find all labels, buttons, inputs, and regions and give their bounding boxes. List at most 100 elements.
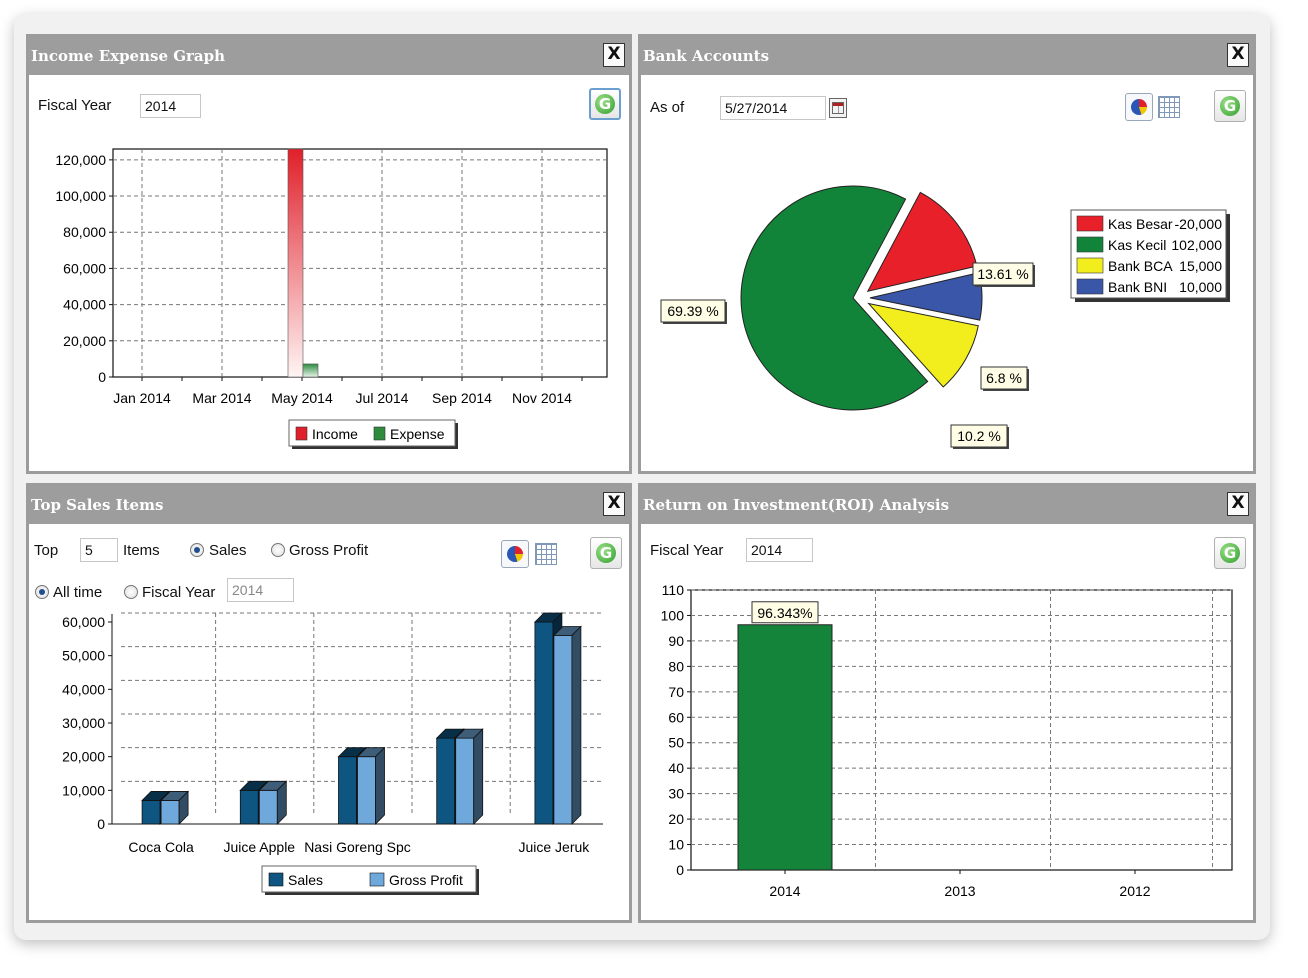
refresh-icon: G (595, 94, 615, 114)
y-tick-label: 40,000 (62, 681, 105, 697)
data-label: 69.39 % (667, 303, 718, 319)
legend-label: Kas Besar (1108, 216, 1173, 232)
gross-profit-bar-front (258, 789, 278, 825)
y-tick-label: 0 (676, 862, 684, 878)
data-label: 10.2 % (957, 428, 1001, 444)
top-count-input[interactable]: 5 (80, 538, 118, 562)
gross-profit-bar-front (357, 756, 376, 825)
x-tick-label: Sep 2014 (432, 390, 492, 406)
y-tick-label: 10,000 (62, 782, 105, 798)
fiscal-year-label[interactable]: Fiscal Year (142, 584, 216, 601)
close-icon[interactable]: X (1227, 492, 1249, 516)
x-tick-label: Juice Jeruk (518, 839, 590, 855)
y-tick-label: 90 (668, 633, 684, 649)
x-tick-label: May 2014 (271, 390, 333, 406)
x-tick-label: Mar 2014 (192, 390, 251, 406)
legend-swatch (1076, 236, 1104, 253)
roi-panel: Return on Investment(ROI) Analysis X Fis… (638, 483, 1256, 923)
pie-chart-icon (1131, 99, 1147, 115)
gross-profit-radio[interactable] (271, 543, 285, 557)
close-icon[interactable]: X (603, 492, 625, 516)
all-time-label[interactable]: All time (53, 584, 103, 601)
legend-swatch-income (295, 426, 308, 441)
data-label-box (950, 424, 1008, 448)
gross-profit-radio-label[interactable]: Gross Profit (289, 542, 369, 559)
roi-chart: 0 10 20 30 40 50 60 70 80 90 100 110 2014 2013 2012 96.… (661, 582, 1233, 899)
sales-radio-label[interactable]: Sales (209, 542, 247, 559)
sales-bar-front (141, 800, 161, 825)
legend-label-sales: Sales (288, 872, 323, 888)
refresh-button[interactable]: G (590, 537, 622, 569)
table-grid-icon[interactable] (535, 543, 557, 565)
top-label: Top (34, 542, 59, 559)
panel-title: Bank Accounts (641, 37, 1253, 75)
x-tick-label: Jul 2014 (356, 390, 409, 406)
gross-profit-bar-front (160, 800, 180, 825)
legend-amount: 10,000 (1179, 279, 1222, 295)
legend-amount: 15,000 (1179, 258, 1222, 274)
gross-profit-bar-side (276, 780, 287, 825)
x-tick-label: Coca Cola (128, 839, 194, 855)
y-tick-label: 70 (668, 684, 684, 700)
legend (288, 419, 456, 447)
y-tick-label: 30 (668, 786, 684, 802)
x-tick-label: Jan 2014 (113, 390, 171, 406)
pie-slice (740, 185, 929, 411)
x-tick-label: 2013 (944, 883, 975, 899)
close-icon[interactable]: X (1227, 43, 1249, 67)
x-tick-label: Nasi Goreng Spc (304, 839, 411, 855)
legend-swatch-expense (373, 426, 386, 441)
sales-bar-front (239, 789, 259, 825)
plot-area (112, 148, 608, 378)
fiscal-year-radio[interactable] (124, 585, 138, 599)
table-grid-icon[interactable] (1158, 96, 1180, 118)
x-tick-label: Nov 2014 (512, 390, 572, 406)
gross-profit-bar-front (553, 635, 573, 825)
fiscal-year-input[interactable]: 2014 (140, 94, 201, 118)
pie-chart-icon (507, 546, 523, 562)
as-of-date-input[interactable]: 5/27/2014 (720, 96, 826, 120)
refresh-icon: G (1220, 96, 1240, 116)
y-tick-label: 10 (668, 837, 684, 853)
sales-bar-front (338, 756, 357, 825)
data-label-box (972, 262, 1034, 286)
y-tick-label: 20,000 (63, 333, 106, 349)
x-tick-label: 2014 (769, 883, 800, 899)
fiscal-year-label: Fiscal Year (38, 97, 112, 114)
all-time-radio[interactable] (35, 585, 49, 599)
panel-title: Return on Investment(ROI) Analysis (641, 486, 1253, 524)
data-label: 96.343% (757, 605, 812, 621)
y-tick-label: 40 (668, 760, 684, 776)
refresh-button[interactable]: G (589, 88, 621, 120)
y-tick-label: 50,000 (62, 648, 105, 664)
y-tick-label: 40,000 (63, 297, 106, 313)
refresh-button[interactable]: G (1214, 537, 1246, 569)
sales-radio[interactable] (190, 543, 204, 557)
data-label-box (751, 601, 819, 624)
calendar-button[interactable] (829, 98, 847, 118)
y-tick-label: 100 (661, 607, 685, 623)
y-tick-label: 0 (97, 816, 105, 832)
legend-label: Bank BNI (1108, 279, 1167, 295)
gross-profit-bar-side (473, 728, 484, 825)
y-tick-label: 20 (668, 811, 684, 827)
fiscal-year-input[interactable]: 2014 (746, 538, 813, 562)
income-expense-chart: 0 20,000 40,000 60,000 80,000 100,000 120,000 J… (55, 148, 608, 449)
calendar-icon (832, 102, 844, 114)
pie-view-button[interactable] (501, 540, 529, 568)
fiscal-year-label: Fiscal Year (650, 542, 724, 559)
y-tick-label: 0 (98, 369, 106, 385)
refresh-button[interactable]: G (1214, 90, 1246, 122)
y-tick-label: 110 (662, 582, 685, 598)
pie-view-button[interactable] (1125, 93, 1153, 121)
fiscal-year-input[interactable]: 2014 (227, 578, 294, 602)
y-tick-label: 60,000 (62, 614, 105, 630)
close-icon[interactable]: X (603, 43, 625, 67)
legend-label-expense: Expense (390, 426, 445, 442)
refresh-icon: G (1220, 543, 1240, 563)
bank-accounts-panel: Bank Accounts X As of 5/27/2014 G 13.61 … (638, 34, 1256, 474)
x-tick-label: 2012 (1119, 883, 1150, 899)
x-tick-label: Juice Apple (223, 839, 295, 855)
sales-bar-front (534, 621, 554, 825)
legend-amount: 102,000 (1171, 237, 1222, 253)
